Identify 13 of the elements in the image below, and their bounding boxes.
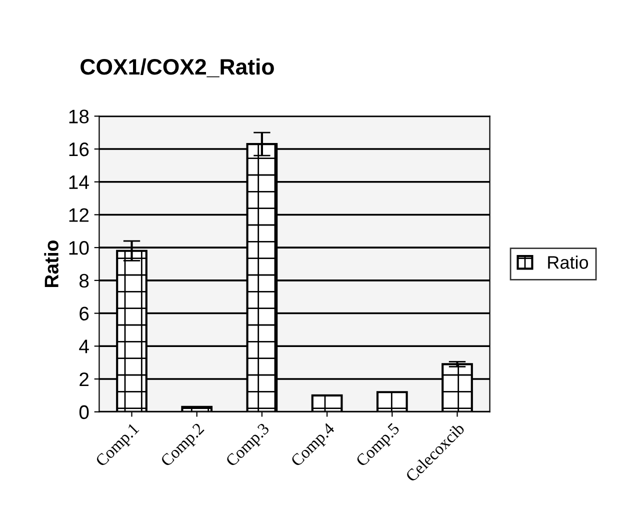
y-tick-label: 10 [69, 241, 89, 255]
y-tick-label: 2 [80, 372, 89, 386]
y-tick-label: 6 [80, 306, 89, 321]
y-tick-label: 12 [69, 208, 89, 222]
y-tick-label: 8 [80, 274, 89, 288]
y-tick-label: 18 [69, 110, 89, 124]
y-tick-label: 16 [69, 142, 89, 156]
y-tick-label: 14 [69, 176, 89, 189]
y-axis-title: Ratio [44, 240, 58, 288]
legend-label: Ratio [548, 256, 588, 269]
y-tick-label: 0 [79, 405, 89, 420]
y-tick-label: 4 [79, 340, 89, 354]
chart-title: COX1/COX2_Ratio [80, 58, 274, 78]
